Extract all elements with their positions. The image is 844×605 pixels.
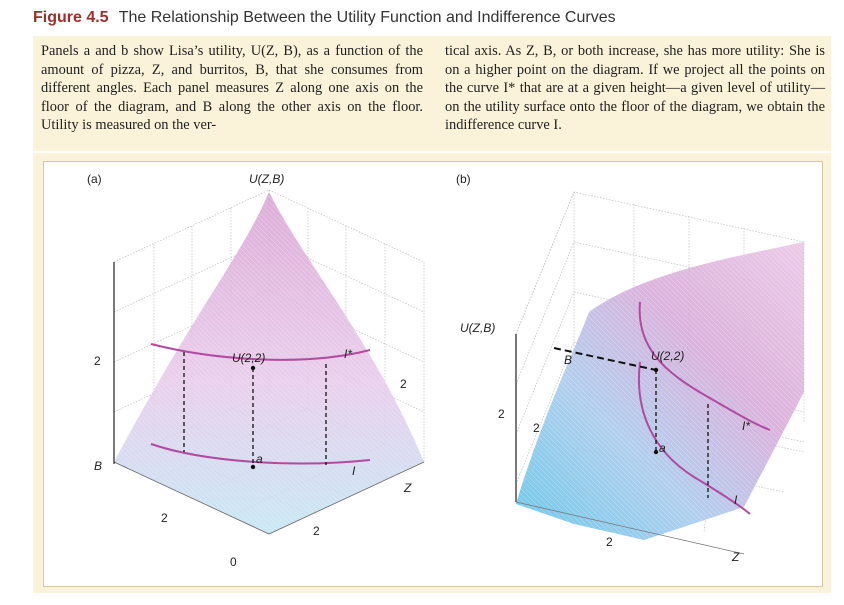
figure-title: Figure 4.5 The Relationship Between the …	[33, 9, 616, 27]
panel-b-surface-point	[653, 367, 659, 373]
panel-b-point-label: U(2,2)	[651, 349, 684, 363]
panel-a-floor-edges	[113, 461, 425, 535]
panel-b-z-axis-label: Z	[731, 550, 740, 564]
caption-left-column: Panels a and b show Lisa’s utility, U(Z,…	[41, 43, 423, 134]
figure-drawing: (a) U(Z,B) 2 B 2 0 2 Z 2 U(2,2) I* I a	[87, 172, 805, 569]
panel-b-upper-curve	[638, 301, 771, 431]
panel-b-u-tick: 2	[498, 407, 505, 421]
panel-b: (b) U(Z,B) 2 B 2 2 Z U(2,2) I* I a	[456, 172, 805, 564]
panel-a-u-tick: 2	[94, 354, 101, 368]
panel-a-upper-curve-label: I*	[344, 347, 352, 361]
panel-a-floor-point	[250, 464, 256, 470]
panel-a: (a) U(Z,B) 2 B 2 0 2 Z 2 U(2,2) I* I a	[87, 172, 425, 569]
panel-b-b-projection	[553, 347, 657, 371]
panel-b-floor-point-label: a	[659, 441, 666, 455]
panel-a-z-axis-label: Z	[403, 481, 412, 495]
panel-a-u-axis-label: U(Z,B)	[249, 172, 284, 186]
figure-number: Figure 4.5	[33, 9, 109, 26]
panel-b-z-tick: 2	[606, 535, 613, 549]
panel-b-lower-curve-label: I	[734, 493, 738, 507]
panel-a-z-tick: 2	[313, 524, 320, 538]
panel-b-floor-point	[653, 449, 659, 455]
panel-b-tag: (b)	[456, 172, 471, 186]
caption-right-column: tical axis. As Z, B, or both increase, s…	[445, 43, 825, 134]
panel-a-right-tick: 2	[400, 377, 407, 391]
panel-b-projection-lines	[655, 370, 709, 498]
figure-canvas: (a) U(Z,B) 2 B 2 0 2 Z 2 U(2,2) I* I a	[43, 161, 823, 587]
panel-a-b-tick: 2	[161, 511, 168, 525]
panel-a-upper-curve	[150, 343, 371, 361]
panel-a-origin: 0	[230, 555, 237, 569]
panel-a-lower-curve	[150, 443, 371, 465]
figure-title-text: The Relationship Between the Utility Fun…	[118, 9, 616, 26]
panel-a-point-label: U(2,2)	[232, 351, 265, 365]
panel-a-projection-lines	[183, 352, 327, 465]
panel-a-floor-point-label: a	[256, 452, 263, 466]
panel-a-lower-curve-label: I	[352, 464, 356, 478]
panel-a-surface-point	[250, 365, 256, 371]
panel-b-b-axis-label: B	[564, 353, 572, 367]
panel-b-floor-edge	[515, 501, 745, 555]
panel-b-u-axis-label: U(Z,B)	[460, 321, 495, 335]
panel-b-b-tick: 2	[533, 421, 540, 435]
panel-b-lower-curve	[638, 361, 751, 515]
figure-panels: (a) U(Z,B) 2 B 2 0 2 Z 2 U(2,2) I* I a	[33, 153, 831, 593]
panel-a-tag: (a)	[87, 172, 102, 186]
panel-b-upper-curve-label: I*	[742, 419, 750, 433]
caption-box: Panels a and b show Lisa’s utility, U(Z,…	[33, 36, 831, 151]
panel-a-b-axis-label: B	[94, 459, 102, 473]
